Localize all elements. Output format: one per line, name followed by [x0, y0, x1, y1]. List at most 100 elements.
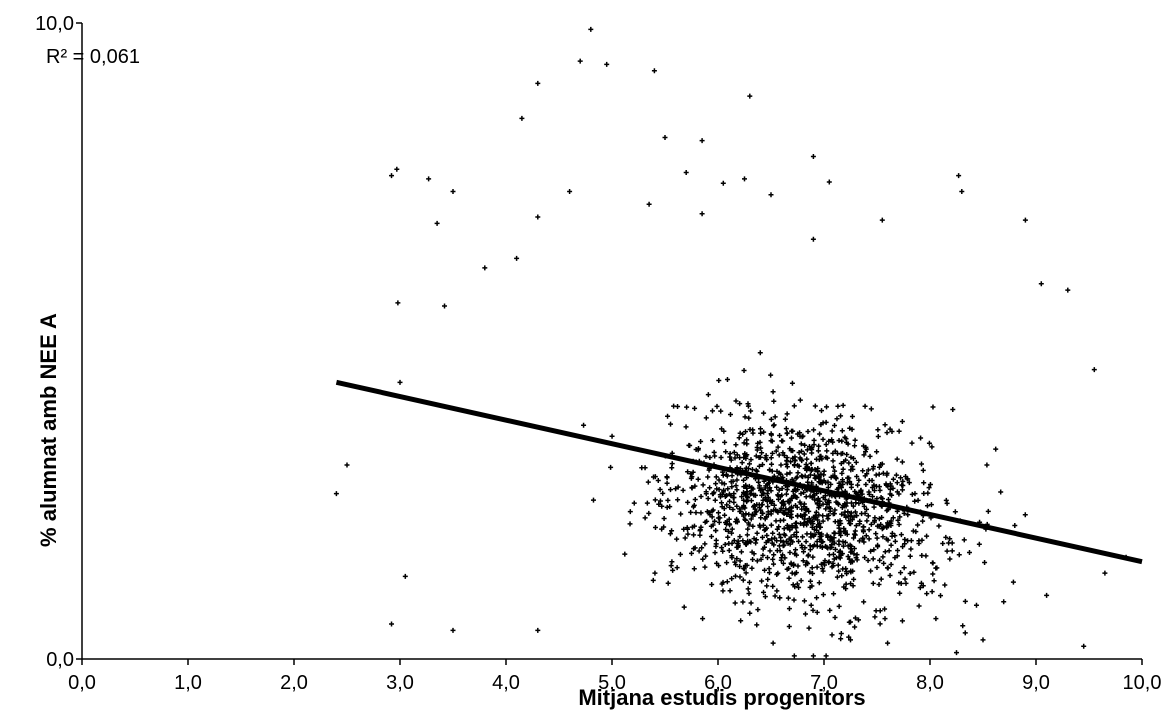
data-point	[535, 627, 541, 633]
data-point	[894, 480, 900, 486]
data-point	[754, 558, 760, 564]
data-point	[816, 443, 822, 449]
data-point	[761, 429, 767, 435]
data-point	[826, 552, 832, 558]
data-point	[743, 453, 749, 459]
data-point	[804, 506, 810, 512]
data-point	[877, 621, 883, 627]
data-point	[844, 571, 850, 577]
data-point	[897, 514, 903, 520]
data-point	[716, 477, 722, 483]
data-point	[852, 615, 858, 621]
data-point	[721, 428, 727, 434]
data-point	[749, 549, 755, 555]
data-point	[761, 410, 767, 416]
data-point	[852, 624, 858, 630]
data-point	[901, 565, 907, 571]
data-point	[869, 485, 875, 491]
data-point	[855, 482, 861, 488]
data-point	[722, 494, 728, 500]
data-point	[801, 520, 807, 526]
data-point	[788, 537, 794, 543]
data-point	[738, 618, 744, 624]
data-point	[850, 455, 856, 461]
data-point	[809, 495, 815, 501]
data-point	[829, 536, 835, 542]
data-point	[715, 510, 721, 516]
data-point	[766, 566, 772, 572]
data-point	[823, 506, 829, 512]
data-point	[745, 586, 751, 592]
data-point	[702, 564, 708, 570]
data-point	[450, 627, 456, 633]
data-point	[854, 513, 860, 519]
data-point	[853, 500, 859, 506]
data-point	[924, 533, 930, 539]
data-point	[796, 584, 802, 590]
data-point	[809, 583, 815, 589]
data-point	[816, 580, 822, 586]
data-point	[791, 403, 797, 409]
data-point	[713, 528, 719, 534]
data-point	[861, 452, 867, 458]
data-point	[772, 535, 778, 541]
data-point	[830, 450, 836, 456]
data-point	[890, 476, 896, 482]
data-point	[791, 597, 797, 603]
data-point	[690, 469, 696, 475]
data-point	[731, 537, 737, 543]
data-point	[844, 451, 850, 457]
data-point	[810, 653, 816, 659]
data-point	[899, 419, 905, 425]
data-point	[809, 447, 815, 453]
data-point	[784, 455, 790, 461]
data-point	[750, 556, 756, 562]
data-point	[765, 480, 771, 486]
data-point	[450, 189, 456, 195]
data-point	[860, 527, 866, 533]
data-point	[791, 532, 797, 538]
data-point	[723, 527, 729, 533]
data-point	[875, 434, 881, 440]
data-point	[820, 539, 826, 545]
data-point	[820, 568, 826, 574]
data-point	[839, 470, 845, 476]
data-point	[661, 524, 667, 530]
data-point	[845, 553, 851, 559]
data-point	[744, 437, 750, 443]
data-point	[719, 500, 725, 506]
data-point	[902, 541, 908, 547]
data-point	[708, 533, 714, 539]
data-point	[882, 616, 888, 622]
data-point	[645, 479, 651, 485]
data-point	[768, 432, 774, 438]
data-point	[781, 542, 787, 548]
data-point	[866, 491, 872, 497]
data-point	[911, 569, 917, 575]
data-point	[785, 595, 791, 601]
data-point	[840, 481, 846, 487]
data-point	[734, 487, 740, 493]
data-point	[878, 576, 884, 582]
data-point	[737, 558, 743, 564]
data-point	[741, 491, 747, 497]
x-ticks: 0,0 1,0 2,0 3,0 4,0 5,0 6,0 7,0 8,0 9,0 10,0	[68, 659, 1161, 694]
data-point	[402, 573, 408, 579]
data-point	[678, 511, 684, 517]
data-point	[916, 603, 922, 609]
data-point	[567, 189, 573, 195]
data-point	[737, 534, 743, 540]
data-point	[732, 600, 738, 606]
data-point	[835, 562, 841, 568]
data-point	[866, 477, 872, 483]
data-point	[804, 447, 810, 453]
data-point	[762, 485, 768, 491]
data-point	[693, 447, 699, 453]
data-point	[809, 565, 815, 571]
data-point	[870, 464, 876, 470]
data-point	[840, 450, 846, 456]
data-point	[885, 640, 891, 646]
data-point	[832, 614, 838, 620]
data-point	[818, 471, 824, 477]
data-point	[604, 61, 610, 67]
